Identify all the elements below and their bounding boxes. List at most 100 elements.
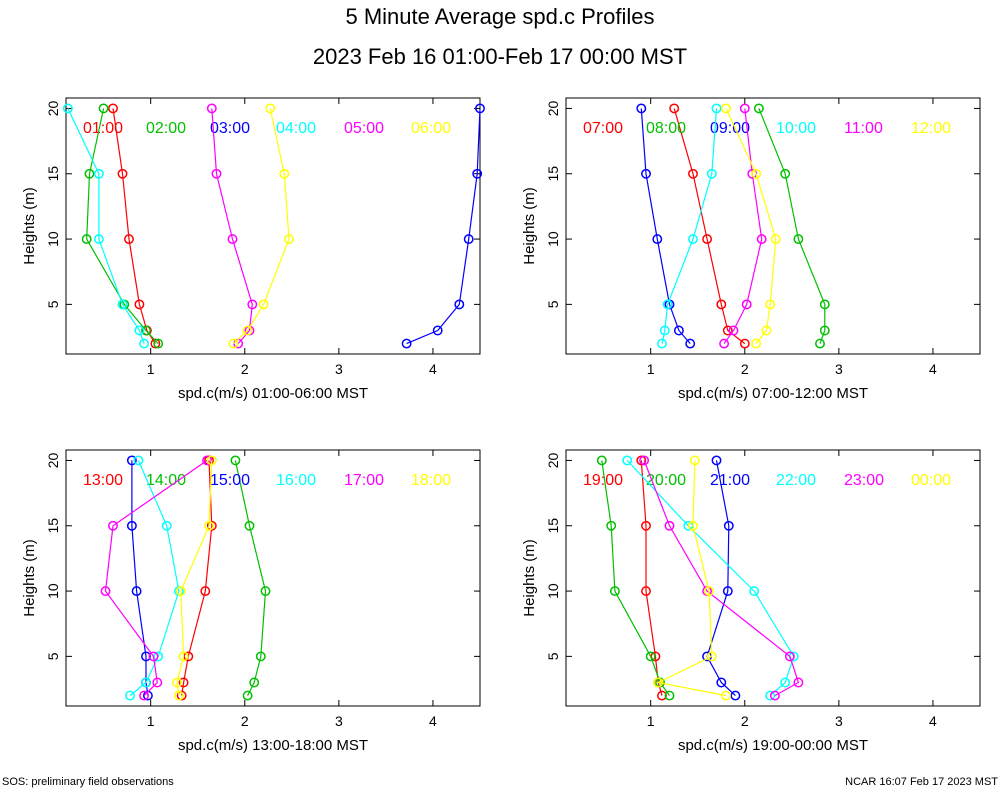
data-point bbox=[178, 677, 189, 688]
data-point bbox=[227, 234, 238, 245]
data-point bbox=[108, 103, 118, 114]
data-point bbox=[81, 234, 92, 245]
series-0400 bbox=[62, 103, 150, 349]
legend-entry: 11:00 bbox=[844, 120, 883, 137]
series-1100 bbox=[719, 103, 767, 349]
y-tick-label: 15 bbox=[545, 518, 561, 534]
data-point bbox=[206, 455, 217, 466]
data-point bbox=[93, 168, 104, 179]
data-point bbox=[765, 299, 776, 310]
series-0800 bbox=[753, 103, 830, 349]
data-point bbox=[669, 103, 680, 114]
x-tick-label: 4 bbox=[429, 361, 437, 377]
x-axis-label: spd.c(m/s) 01:00-06:00 MST bbox=[178, 385, 368, 402]
data-point bbox=[173, 690, 184, 701]
data-point bbox=[636, 455, 647, 466]
series-1400 bbox=[230, 455, 271, 701]
data-point bbox=[653, 677, 664, 688]
series-line bbox=[234, 460, 267, 696]
legend-entry: 10:00 bbox=[776, 120, 816, 137]
data-point bbox=[230, 455, 241, 466]
data-point bbox=[739, 338, 750, 349]
data-point bbox=[780, 168, 791, 179]
series-0900 bbox=[636, 103, 696, 349]
chart-title: 5 Minute Average spd.c Profiles bbox=[345, 4, 655, 29]
data-point bbox=[139, 690, 150, 701]
series-2100 bbox=[702, 455, 741, 701]
legend-entry: 20:00 bbox=[646, 472, 686, 489]
x-tick-label: 2 bbox=[741, 713, 749, 729]
legend-entry: 13:00 bbox=[83, 472, 123, 489]
y-axis-label: Heights (m) bbox=[21, 187, 38, 265]
series-1700 bbox=[100, 455, 213, 701]
data-point bbox=[228, 338, 239, 349]
data-point bbox=[769, 690, 780, 701]
series-0300 bbox=[401, 103, 485, 349]
data-point bbox=[133, 455, 144, 466]
series-0600 bbox=[228, 103, 294, 349]
data-point bbox=[641, 168, 651, 179]
data-point bbox=[765, 690, 776, 701]
series-line bbox=[640, 460, 663, 696]
data-point bbox=[780, 677, 791, 688]
data-point bbox=[793, 677, 804, 688]
series-1200 bbox=[721, 103, 781, 349]
data-point bbox=[249, 677, 260, 688]
footer-note: SOS: preliminary field observations bbox=[2, 776, 174, 788]
data-point bbox=[641, 520, 651, 531]
data-point bbox=[761, 325, 772, 336]
y-axis-label: Heights (m) bbox=[521, 187, 538, 265]
x-tick-label: 3 bbox=[835, 361, 843, 377]
data-point bbox=[688, 520, 698, 531]
series-1000 bbox=[657, 103, 722, 349]
data-point bbox=[749, 586, 760, 597]
data-point bbox=[100, 586, 111, 597]
data-point bbox=[721, 103, 731, 114]
chart-panel-1: 1 2 3 4 5 10 15 20 spd.c(m/s) 01:00-06:00 MST Hei… bbox=[21, 97, 485, 402]
legend-entry: 19:00 bbox=[583, 472, 623, 489]
data-point bbox=[211, 168, 222, 179]
data-point bbox=[98, 103, 109, 114]
data-point bbox=[739, 103, 750, 114]
series-1900 bbox=[636, 455, 667, 701]
legend-entry: 03:00 bbox=[210, 120, 250, 137]
series-line bbox=[181, 460, 213, 696]
data-point bbox=[673, 325, 684, 336]
x-axis-label: spd.c(m/s) 13:00-18:00 MST bbox=[178, 737, 368, 754]
data-point bbox=[645, 651, 656, 662]
footer-timestamp: NCAR 16:07 Feb 17 2023 MST bbox=[845, 776, 998, 788]
series-line bbox=[626, 459, 795, 697]
data-point bbox=[150, 338, 161, 349]
data-point bbox=[242, 325, 253, 336]
data-point bbox=[819, 299, 830, 310]
data-point bbox=[141, 651, 151, 662]
data-point bbox=[204, 520, 214, 531]
data-point bbox=[108, 520, 118, 531]
legend-entry: 08:00 bbox=[646, 120, 686, 137]
y-tick-label: 5 bbox=[545, 652, 561, 660]
data-point bbox=[702, 234, 713, 245]
y-tick-label: 10 bbox=[545, 583, 561, 599]
legend-entry: 05:00 bbox=[344, 120, 384, 137]
series-line bbox=[129, 460, 180, 697]
data-point bbox=[716, 299, 727, 310]
legend-entry: 21:00 bbox=[710, 472, 750, 489]
data-point bbox=[664, 690, 675, 701]
data-point bbox=[756, 234, 767, 245]
data-point bbox=[652, 234, 663, 245]
data-point bbox=[265, 103, 276, 114]
series-line bbox=[176, 460, 213, 696]
data-point bbox=[770, 234, 781, 245]
data-point bbox=[751, 168, 762, 179]
x-tick-label: 2 bbox=[241, 713, 249, 729]
data-point bbox=[704, 586, 714, 597]
data-point bbox=[125, 690, 135, 701]
data-point bbox=[247, 299, 258, 310]
legend-entry: 06:00 bbox=[411, 120, 451, 137]
data-point bbox=[206, 103, 217, 114]
legend-entry: 15:00 bbox=[210, 472, 250, 489]
data-point bbox=[596, 455, 607, 466]
data-point bbox=[176, 690, 187, 701]
x-axis-label: spd.c(m/s) 19:00-00:00 MST bbox=[678, 737, 868, 754]
data-point bbox=[711, 455, 722, 466]
